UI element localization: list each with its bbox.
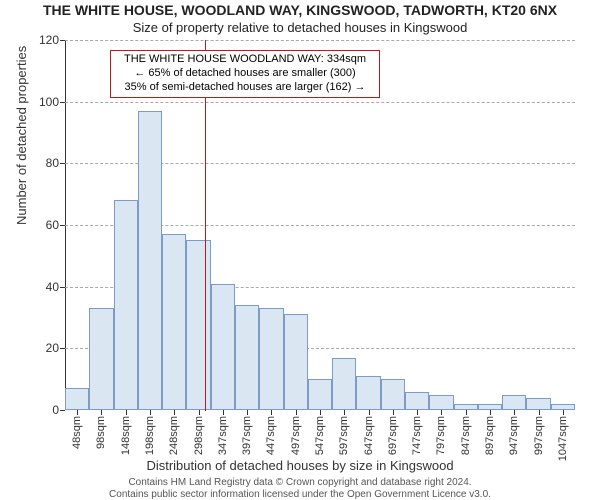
histogram-bar <box>381 379 405 410</box>
x-tick-label: 647sqm <box>363 410 375 455</box>
x-tick-label: 98sqm <box>95 410 107 449</box>
annotation-line: ← 65% of detached houses are smaller (30… <box>117 67 373 81</box>
x-tick-label: 248sqm <box>168 410 180 455</box>
histogram-bar <box>138 111 162 410</box>
histogram-bar <box>502 395 526 410</box>
x-tick-label: 997sqm <box>533 410 545 455</box>
x-tick-label: 797sqm <box>435 410 447 455</box>
histogram-bar <box>235 305 259 410</box>
x-tick-label: 747sqm <box>411 410 423 455</box>
chart-container: THE WHITE HOUSE, WOODLAND WAY, KINGSWOOD… <box>0 0 600 500</box>
x-tick-label: 447sqm <box>265 410 277 455</box>
histogram-bar <box>65 388 89 410</box>
y-axis-title: Number of detached properties <box>14 46 29 225</box>
histogram-bar <box>89 308 113 410</box>
annotation-line: THE WHITE HOUSE WOODLAND WAY: 334sqm <box>117 53 373 67</box>
histogram-bar <box>284 314 308 410</box>
x-tick-label: 148sqm <box>120 410 132 455</box>
histogram-bar <box>405 392 429 411</box>
x-tick-label: 198sqm <box>144 410 156 455</box>
histogram-bar <box>332 358 356 410</box>
x-tick-label: 397sqm <box>241 410 253 455</box>
x-tick-label: 298sqm <box>193 410 205 455</box>
y-tick-label: 20 <box>46 341 65 355</box>
annotation-line: 35% of semi-detached houses are larger (… <box>117 81 373 95</box>
page-title: THE WHITE HOUSE, WOODLAND WAY, KINGSWOOD… <box>0 2 600 18</box>
plot-area: 02040608010012048sqm98sqm148sqm198sqm248… <box>65 40 575 410</box>
histogram-bar <box>308 379 332 410</box>
histogram-bar <box>356 376 380 410</box>
footer-attribution: Contains HM Land Registry data © Crown c… <box>0 477 600 500</box>
y-tick-label: 80 <box>46 156 65 170</box>
x-tick-label: 597sqm <box>338 410 350 455</box>
y-tick-label: 100 <box>39 95 65 109</box>
histogram-bar <box>162 234 186 410</box>
footer-line-1: Contains HM Land Registry data © Crown c… <box>0 477 600 489</box>
x-tick-label: 547sqm <box>314 410 326 455</box>
x-tick-label: 847sqm <box>460 410 472 455</box>
y-tick-label: 120 <box>39 33 65 47</box>
grid-line <box>65 40 575 41</box>
x-tick-label: 1047sqm <box>557 410 569 461</box>
y-tick-label: 0 <box>52 403 65 417</box>
x-tick-label: 897sqm <box>484 410 496 455</box>
x-tick-label: 48sqm <box>71 410 83 449</box>
x-tick-label: 347sqm <box>217 410 229 455</box>
y-tick-label: 40 <box>46 280 65 294</box>
annotation-box: THE WHITE HOUSE WOODLAND WAY: 334sqm← 65… <box>110 50 380 98</box>
histogram-bar <box>259 308 283 410</box>
histogram-bar <box>186 240 210 410</box>
x-tick-label: 697sqm <box>387 410 399 455</box>
histogram-bar <box>526 398 550 410</box>
histogram-bar <box>211 284 235 410</box>
histogram-bar <box>114 200 138 410</box>
y-tick-label: 60 <box>46 218 65 232</box>
grid-line <box>65 102 575 103</box>
x-tick-label: 947sqm <box>508 410 520 455</box>
page-subtitle: Size of property relative to detached ho… <box>0 20 600 35</box>
x-tick-label: 497sqm <box>290 410 302 455</box>
histogram-bar <box>429 395 453 410</box>
x-axis-title: Distribution of detached houses by size … <box>0 458 600 473</box>
footer-line-2: Contains public sector information licen… <box>0 489 600 500</box>
